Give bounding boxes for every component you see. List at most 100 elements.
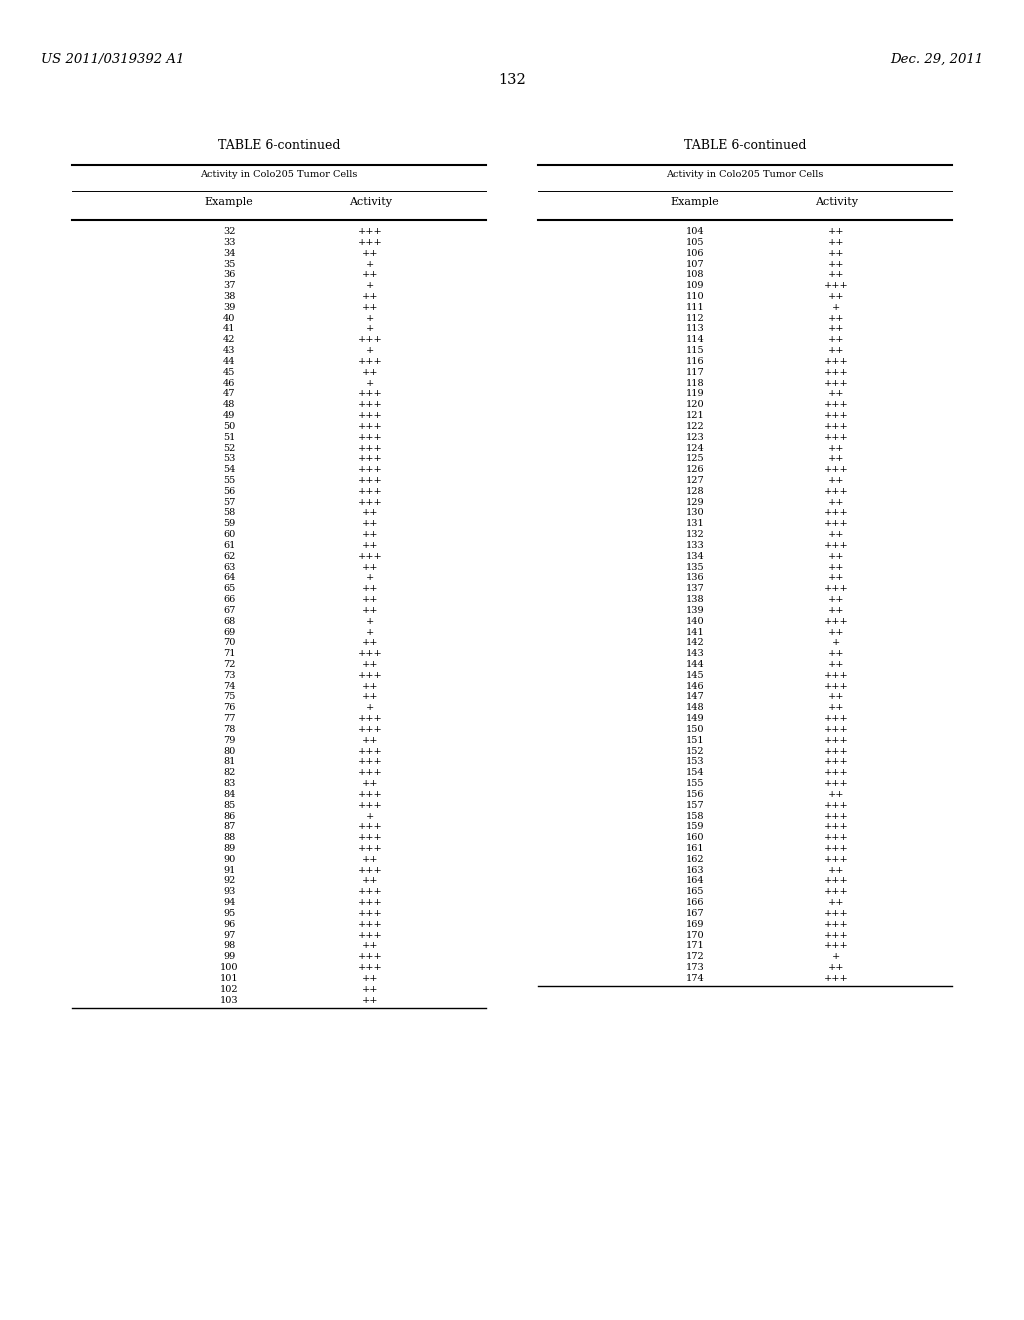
Text: 74: 74 — [223, 681, 236, 690]
Text: 35: 35 — [223, 260, 236, 268]
Text: +++: +++ — [824, 368, 849, 376]
Text: ++: ++ — [362, 735, 379, 744]
Text: 40: 40 — [223, 314, 236, 322]
Text: 130: 130 — [686, 508, 705, 517]
Text: 169: 169 — [686, 920, 705, 929]
Text: 93: 93 — [223, 887, 236, 896]
Text: +++: +++ — [358, 898, 383, 907]
Text: +++: +++ — [824, 585, 849, 593]
Text: +++: +++ — [824, 422, 849, 430]
Text: +++: +++ — [358, 649, 383, 659]
Text: 68: 68 — [223, 616, 236, 626]
Text: 80: 80 — [223, 747, 236, 755]
Text: ++: ++ — [828, 260, 845, 268]
Text: 140: 140 — [686, 616, 705, 626]
Text: 113: 113 — [686, 325, 705, 334]
Text: +++: +++ — [358, 887, 383, 896]
Text: +++: +++ — [824, 681, 849, 690]
Text: 59: 59 — [223, 519, 236, 528]
Text: +++: +++ — [358, 931, 383, 940]
Text: 133: 133 — [686, 541, 705, 550]
Text: 170: 170 — [686, 931, 705, 940]
Text: 114: 114 — [686, 335, 705, 345]
Text: +++: +++ — [358, 400, 383, 409]
Text: +++: +++ — [824, 735, 849, 744]
Text: ++: ++ — [362, 681, 379, 690]
Text: +++: +++ — [824, 411, 849, 420]
Text: +: + — [367, 346, 375, 355]
Text: 91: 91 — [223, 866, 236, 875]
Text: 81: 81 — [223, 758, 236, 767]
Text: 142: 142 — [686, 639, 705, 647]
Text: 108: 108 — [686, 271, 705, 280]
Text: ++: ++ — [828, 562, 845, 572]
Text: 72: 72 — [223, 660, 236, 669]
Text: 85: 85 — [223, 801, 236, 809]
Text: 132: 132 — [498, 73, 526, 87]
Text: 144: 144 — [686, 660, 705, 669]
Text: 37: 37 — [223, 281, 236, 290]
Text: ++: ++ — [362, 995, 379, 1005]
Text: ++: ++ — [362, 639, 379, 647]
Text: +++: +++ — [824, 747, 849, 755]
Text: 65: 65 — [223, 585, 236, 593]
Text: Activity: Activity — [815, 197, 858, 207]
Text: +++: +++ — [824, 508, 849, 517]
Text: +++: +++ — [358, 758, 383, 767]
Text: 153: 153 — [686, 758, 705, 767]
Text: +: + — [367, 573, 375, 582]
Text: 155: 155 — [686, 779, 705, 788]
Text: 160: 160 — [686, 833, 705, 842]
Text: 117: 117 — [686, 368, 705, 376]
Text: 118: 118 — [686, 379, 705, 388]
Text: 154: 154 — [686, 768, 705, 777]
Text: 96: 96 — [223, 920, 236, 929]
Text: +++: +++ — [358, 747, 383, 755]
Text: +++: +++ — [824, 822, 849, 832]
Text: 159: 159 — [686, 822, 705, 832]
Text: +++: +++ — [358, 789, 383, 799]
Text: +++: +++ — [358, 487, 383, 496]
Text: ++: ++ — [362, 271, 379, 280]
Text: 146: 146 — [686, 681, 705, 690]
Text: ++: ++ — [828, 704, 845, 713]
Text: 157: 157 — [686, 801, 705, 809]
Text: 49: 49 — [223, 411, 236, 420]
Text: +++: +++ — [824, 876, 849, 886]
Text: +: + — [367, 616, 375, 626]
Text: +++: +++ — [824, 541, 849, 550]
Text: ++: ++ — [362, 876, 379, 886]
Text: 167: 167 — [686, 909, 705, 917]
Text: Activity in Colo205 Tumor Cells: Activity in Colo205 Tumor Cells — [201, 170, 357, 180]
Text: +++: +++ — [358, 725, 383, 734]
Text: 127: 127 — [686, 477, 705, 484]
Text: 57: 57 — [223, 498, 236, 507]
Text: ++: ++ — [828, 292, 845, 301]
Text: 166: 166 — [686, 898, 705, 907]
Text: 82: 82 — [223, 768, 236, 777]
Text: 149: 149 — [686, 714, 705, 723]
Text: +++: +++ — [824, 714, 849, 723]
Text: 73: 73 — [223, 671, 236, 680]
Text: +++: +++ — [358, 952, 383, 961]
Text: +++: +++ — [824, 281, 849, 290]
Text: 125: 125 — [686, 454, 705, 463]
Text: 150: 150 — [686, 725, 705, 734]
Text: TABLE 6-continued: TABLE 6-continued — [218, 139, 340, 152]
Text: 101: 101 — [220, 974, 239, 983]
Text: ++: ++ — [362, 302, 379, 312]
Text: 47: 47 — [223, 389, 236, 399]
Text: 32: 32 — [223, 227, 236, 236]
Text: 106: 106 — [686, 248, 705, 257]
Text: 58: 58 — [223, 508, 236, 517]
Text: +++: +++ — [358, 433, 383, 442]
Text: +++: +++ — [824, 941, 849, 950]
Text: +++: +++ — [358, 454, 383, 463]
Text: +++: +++ — [824, 801, 849, 809]
Text: +++: +++ — [824, 356, 849, 366]
Text: 76: 76 — [223, 704, 236, 713]
Text: ++: ++ — [828, 595, 845, 605]
Text: +: + — [367, 812, 375, 821]
Text: 137: 137 — [686, 585, 705, 593]
Text: ++: ++ — [828, 866, 845, 875]
